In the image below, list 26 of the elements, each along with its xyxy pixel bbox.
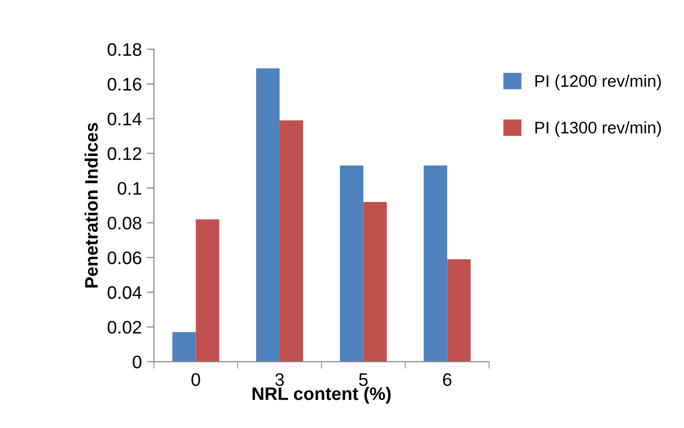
y-tick-label: 0.02 xyxy=(108,320,142,334)
bar xyxy=(280,120,304,362)
y-tick-label: 0.18 xyxy=(108,43,142,56)
bar xyxy=(447,259,471,362)
bar xyxy=(196,219,220,362)
bar xyxy=(424,166,448,362)
y-tick-label: 0.12 xyxy=(108,147,142,160)
y-tick-label: 0.06 xyxy=(108,251,142,264)
x-tick-label: 5 xyxy=(359,373,368,386)
bar xyxy=(363,202,387,362)
y-tick-label: 0.14 xyxy=(108,112,142,126)
x-tick-label: 3 xyxy=(275,373,284,386)
bar xyxy=(172,332,196,362)
y-tick-label: 0.16 xyxy=(108,78,142,91)
y-tick-label: 0 xyxy=(132,356,142,368)
legend-label: PI (1300 rev/min) xyxy=(535,121,661,137)
y-tick-label: 0.08 xyxy=(108,216,142,230)
legend-label: PI (1200 rev/min) xyxy=(535,74,661,90)
bar xyxy=(340,166,364,362)
x-axis-title: NRL content (%) xyxy=(252,386,391,404)
x-tick-label: 6 xyxy=(443,373,452,386)
y-tick-label: 0.04 xyxy=(108,286,142,299)
x-tick-label: 0 xyxy=(191,373,200,386)
bar xyxy=(256,68,280,362)
y-tick-label: 0.1 xyxy=(118,182,142,195)
y-axis-title: Penetration Indices xyxy=(84,122,98,288)
